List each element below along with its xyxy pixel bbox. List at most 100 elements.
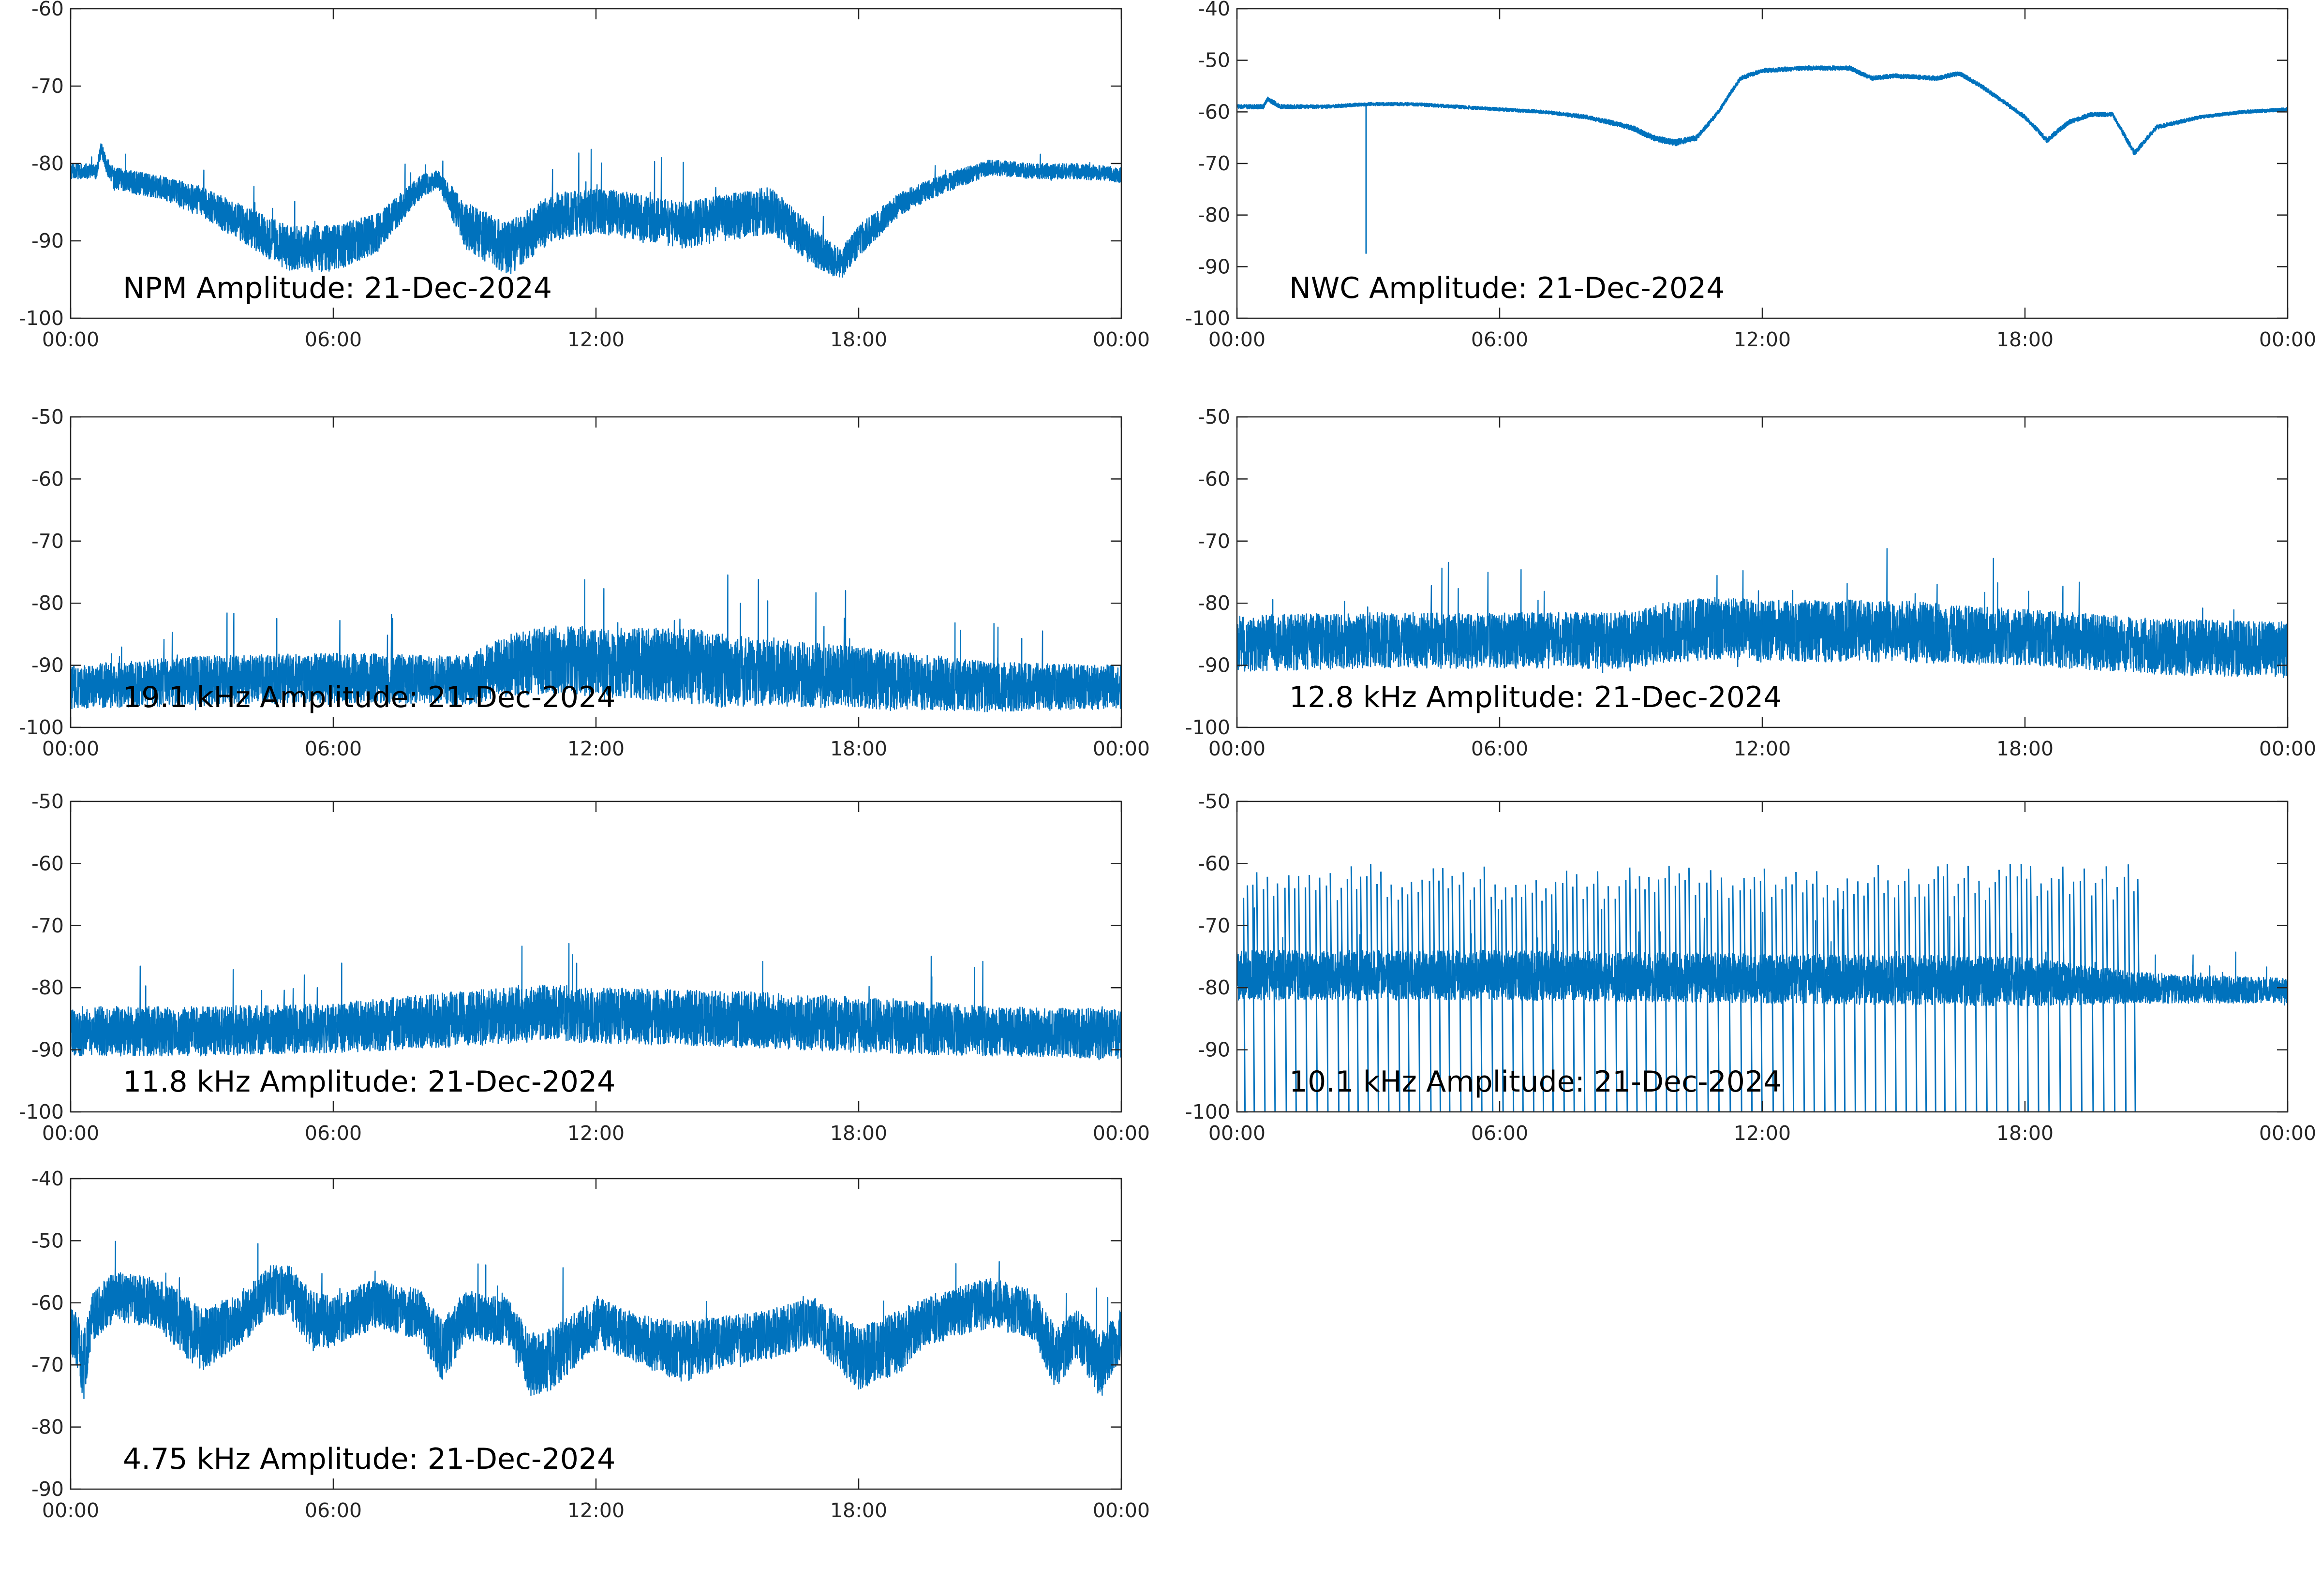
y-tick-label: -80 — [31, 976, 64, 999]
x-tick-label: 00:00 — [1208, 328, 1265, 351]
x-tick-label: 12:00 — [1734, 737, 1791, 760]
x-tick-label: 12:00 — [567, 1499, 625, 1522]
y-tick-label: -90 — [1198, 1038, 1230, 1062]
x-tick-label: 18:00 — [830, 737, 887, 760]
y-tick-label: -60 — [1198, 100, 1230, 123]
x-tick-label: 06:00 — [1471, 1122, 1528, 1145]
y-tick-label: -60 — [31, 0, 64, 20]
panel-title: 4.75 kHz Amplitude: 21-Dec-2024 — [123, 1442, 615, 1476]
series-bursts — [1243, 864, 2140, 1112]
panel-npm: -100 -90 -80 -70 -60 00:00 06:00 12:00 18:00 00:0… — [19, 0, 1150, 351]
y-tick-label: -80 — [31, 591, 64, 615]
y-tick-label: -50 — [31, 405, 64, 429]
y-tick-label: -90 — [1198, 255, 1230, 278]
y-tick-label: -60 — [31, 467, 64, 490]
y-tick-label: -60 — [1198, 852, 1230, 875]
y-tick-label: -100 — [1185, 307, 1230, 330]
y-tick-label: -100 — [1185, 716, 1230, 739]
y-tick-label: -90 — [31, 1478, 64, 1501]
x-tick-label: 12:00 — [567, 1122, 625, 1145]
x-tick-label: 00:00 — [2259, 1122, 2316, 1145]
y-tick-label: -80 — [1198, 204, 1230, 227]
y-tick-label: -80 — [1198, 976, 1230, 999]
y-tick-label: -50 — [31, 1229, 64, 1252]
x-tick-label: 18:00 — [1996, 1122, 2054, 1145]
y-tick-label: -90 — [31, 654, 64, 677]
y-tick-label: -90 — [31, 229, 64, 252]
y-tick-label: -50 — [31, 790, 64, 813]
panel-k118: -100 -90 -80 -70 -60 -50 00:00 06:00 12:00 18:00 0… — [19, 790, 1150, 1145]
series-line — [71, 574, 1121, 712]
x-tick-label: 06:00 — [1471, 328, 1528, 351]
x-tick-label: 00:00 — [42, 1499, 99, 1522]
x-tick-label: 00:00 — [1093, 1122, 1150, 1145]
x-tick-label: 00:00 — [1093, 328, 1150, 351]
panel-title: 10.1 kHz Amplitude: 21-Dec-2024 — [1289, 1065, 1782, 1099]
y-tick-label: -70 — [31, 1353, 64, 1376]
y-tick-label: -80 — [31, 1416, 64, 1439]
panel-title: NWC Amplitude: 21-Dec-2024 — [1289, 271, 1725, 305]
y-tick-label: -40 — [31, 1167, 64, 1190]
x-tick-label: 18:00 — [830, 1499, 887, 1522]
panel-title: 19.1 kHz Amplitude: 21-Dec-2024 — [123, 680, 615, 714]
x-tick-label: 00:00 — [42, 1122, 99, 1145]
y-tick-label: -100 — [19, 716, 64, 739]
y-tick-label: -50 — [1198, 790, 1230, 813]
x-tick-label: 12:00 — [1734, 1122, 1791, 1145]
x-tick-label: 06:00 — [305, 328, 362, 351]
y-tick-label: -50 — [1198, 405, 1230, 429]
y-tick-label: -40 — [1198, 0, 1230, 20]
y-tick-label: -70 — [1198, 152, 1230, 175]
series-line — [1237, 65, 2288, 155]
y-tick-label: -90 — [31, 1038, 64, 1062]
y-tick-label: -80 — [1198, 591, 1230, 615]
panel-k191: -100 -90 -80 -70 -60 -50 00:00 06:00 12:00 18:00 0… — [19, 405, 1150, 760]
x-tick-label: 00:00 — [2259, 328, 2316, 351]
y-tick-label: -100 — [19, 307, 64, 330]
y-tick-label: -100 — [19, 1100, 64, 1123]
x-tick-label: 06:00 — [305, 737, 362, 760]
y-tick-label: -50 — [1198, 49, 1230, 72]
y-tick-label: -70 — [31, 914, 64, 937]
y-tick-label: -100 — [1185, 1100, 1230, 1123]
panel-title: 12.8 kHz Amplitude: 21-Dec-2024 — [1289, 680, 1782, 714]
x-tick-label: 12:00 — [1734, 328, 1791, 351]
x-tick-label: 18:00 — [1996, 737, 2054, 760]
y-tick-label: -60 — [31, 852, 64, 875]
y-tick-label: -70 — [1198, 530, 1230, 553]
panel-k475: -90 -80 -70 -60 -50 -40 00:00 06:00 12:00 18:00 00… — [31, 1167, 1150, 1522]
series-line — [71, 1241, 1121, 1400]
y-tick-label: -70 — [31, 530, 64, 553]
panel-k101: -100 -90 -80 -70 -60 -50 00:00 06:00 12:00 18:00 0… — [1185, 790, 2316, 1145]
y-tick-label: -80 — [31, 152, 64, 175]
x-tick-label: 12:00 — [567, 737, 625, 760]
x-tick-label: 12:00 — [567, 328, 625, 351]
series-line — [71, 143, 1121, 278]
panel-nwc: -100 -90 -80 -70 -60 -50 -40 00:00 06:00 12:00 18:… — [1185, 0, 2316, 351]
x-tick-label: 00:00 — [2259, 737, 2316, 760]
y-tick-label: -90 — [1198, 654, 1230, 677]
x-tick-label: 00:00 — [42, 328, 99, 351]
panel-title: 11.8 kHz Amplitude: 21-Dec-2024 — [123, 1065, 615, 1099]
y-tick-label: -70 — [31, 74, 64, 98]
x-tick-label: 00:00 — [42, 737, 99, 760]
x-tick-label: 18:00 — [1996, 328, 2054, 351]
series-line — [1237, 907, 2288, 1006]
x-tick-label: 18:00 — [830, 1122, 887, 1145]
y-tick-label: -60 — [31, 1291, 64, 1315]
y-tick-label: -60 — [1198, 467, 1230, 490]
y-tick-label: -70 — [1198, 914, 1230, 937]
series-line — [71, 943, 1121, 1061]
x-tick-label: 00:00 — [1208, 737, 1265, 760]
x-tick-label: 00:00 — [1093, 737, 1150, 760]
series-line — [1237, 548, 2288, 678]
panel-k128: -100 -90 -80 -70 -60 -50 00:00 06:00 12:00 18:00 0… — [1185, 405, 2316, 760]
x-tick-label: 00:00 — [1208, 1122, 1265, 1145]
x-tick-label: 06:00 — [1471, 737, 1528, 760]
x-tick-label: 06:00 — [305, 1122, 362, 1145]
x-tick-label: 00:00 — [1093, 1499, 1150, 1522]
x-tick-label: 18:00 — [830, 328, 887, 351]
x-tick-label: 06:00 — [305, 1499, 362, 1522]
panel-title: NPM Amplitude: 21-Dec-2024 — [123, 271, 552, 305]
